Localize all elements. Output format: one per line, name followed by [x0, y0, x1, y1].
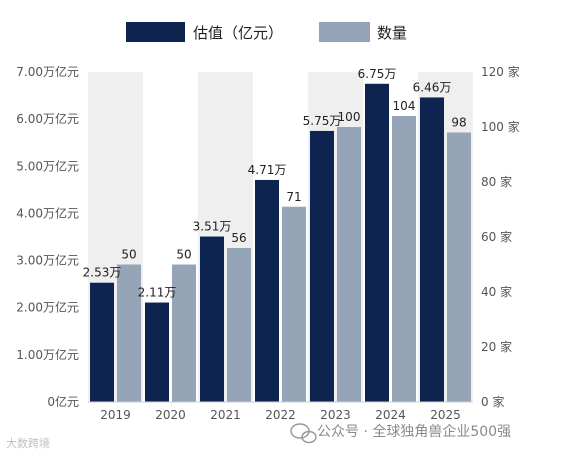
left-tick-label: 2.00万亿元	[16, 300, 79, 315]
right-tick-label: 60 家	[481, 229, 512, 244]
left-tick-label: 3.00万亿元	[16, 253, 79, 268]
data-label-valuation: 5.75万	[303, 114, 342, 128]
x-tick-label: 2021	[210, 408, 241, 422]
bar-count-2019	[117, 264, 141, 402]
data-label-count: 50	[121, 248, 136, 262]
watermark-left: 大数跨境	[6, 436, 50, 450]
left-tick-label: 4.00万亿元	[16, 205, 79, 220]
bar-valuation-2025	[420, 97, 444, 402]
legend-label-valuation: 估值（亿元）	[193, 24, 283, 42]
right-tick-label: 20 家	[481, 339, 512, 354]
wechat-icon	[290, 423, 317, 444]
data-label-count: 71	[286, 190, 301, 204]
data-label-count: 100	[338, 110, 361, 124]
data-label-count: 50	[176, 248, 191, 262]
legend-label-count: 数量	[377, 24, 407, 42]
bar-count-2021	[227, 248, 251, 402]
credit-text: 公众号 · 全球独角兽企业500强	[317, 423, 511, 440]
bar-count-2023	[337, 127, 361, 402]
left-tick-label: 0亿元	[47, 394, 79, 409]
legend-swatch-valuation	[126, 22, 185, 42]
bar-count-2020	[172, 264, 196, 402]
left-tick-label: 7.00万亿元	[16, 64, 79, 79]
bar-valuation-2023	[310, 130, 334, 402]
x-tick-label: 2022	[265, 408, 296, 422]
data-label-valuation: 6.75万	[358, 67, 397, 81]
footer: 大数跨境 公众号 · 全球独角兽企业500强	[6, 423, 511, 450]
right-tick-label: 0 家	[481, 394, 504, 409]
bars	[90, 83, 471, 403]
bar-valuation-2020	[145, 302, 169, 402]
x-tick-label: 2020	[155, 408, 186, 422]
bar-count-2025	[447, 132, 471, 402]
bar-count-2024	[392, 116, 416, 402]
right-tick-label: 100 家	[481, 119, 520, 134]
bar-valuation-2024	[365, 83, 389, 403]
data-labels: 2.53万502.11万503.51万564.71万715.75万1006.75…	[83, 67, 467, 300]
right-tick-label: 80 家	[481, 174, 512, 189]
data-label-valuation: 3.51万	[193, 220, 232, 234]
left-tick-label: 6.00万亿元	[16, 111, 79, 126]
left-tick-label: 1.00万亿元	[16, 347, 79, 362]
data-label-count: 98	[451, 116, 466, 130]
x-axis: 2019 2020 2021 2022 2023 2024 2025	[88, 401, 473, 422]
x-tick-label: 2024	[375, 408, 406, 422]
x-tick-label: 2019	[100, 408, 131, 422]
bar-valuation-2022	[255, 179, 279, 402]
left-axis: 0亿元 1.00万亿元 2.00万亿元 3.00万亿元 4.00万亿元 5.00万亿元 6.…	[16, 64, 79, 409]
legend: 估值（亿元） 数量	[126, 22, 407, 42]
left-tick-label: 5.00万亿元	[16, 158, 79, 173]
right-tick-label: 40 家	[481, 284, 512, 299]
data-label-valuation: 2.11万	[138, 286, 177, 300]
bar-count-2022	[282, 206, 306, 402]
data-label-count: 56	[231, 231, 246, 245]
x-tick-label: 2025	[430, 408, 461, 422]
right-tick-label: 120 家	[481, 64, 520, 79]
legend-swatch-count	[319, 22, 370, 42]
x-tick-label: 2023	[320, 408, 351, 422]
data-label-valuation: 4.71万	[248, 163, 287, 177]
data-label-valuation: 2.53万	[83, 266, 122, 280]
bar-valuation-2019	[90, 282, 114, 402]
bar-valuation-2021	[200, 236, 224, 402]
data-label-valuation: 6.46万	[413, 80, 452, 94]
data-label-count: 104	[393, 99, 416, 113]
right-axis: 0 家 20 家 40 家 60 家 80 家 100 家 120 家	[481, 64, 520, 409]
